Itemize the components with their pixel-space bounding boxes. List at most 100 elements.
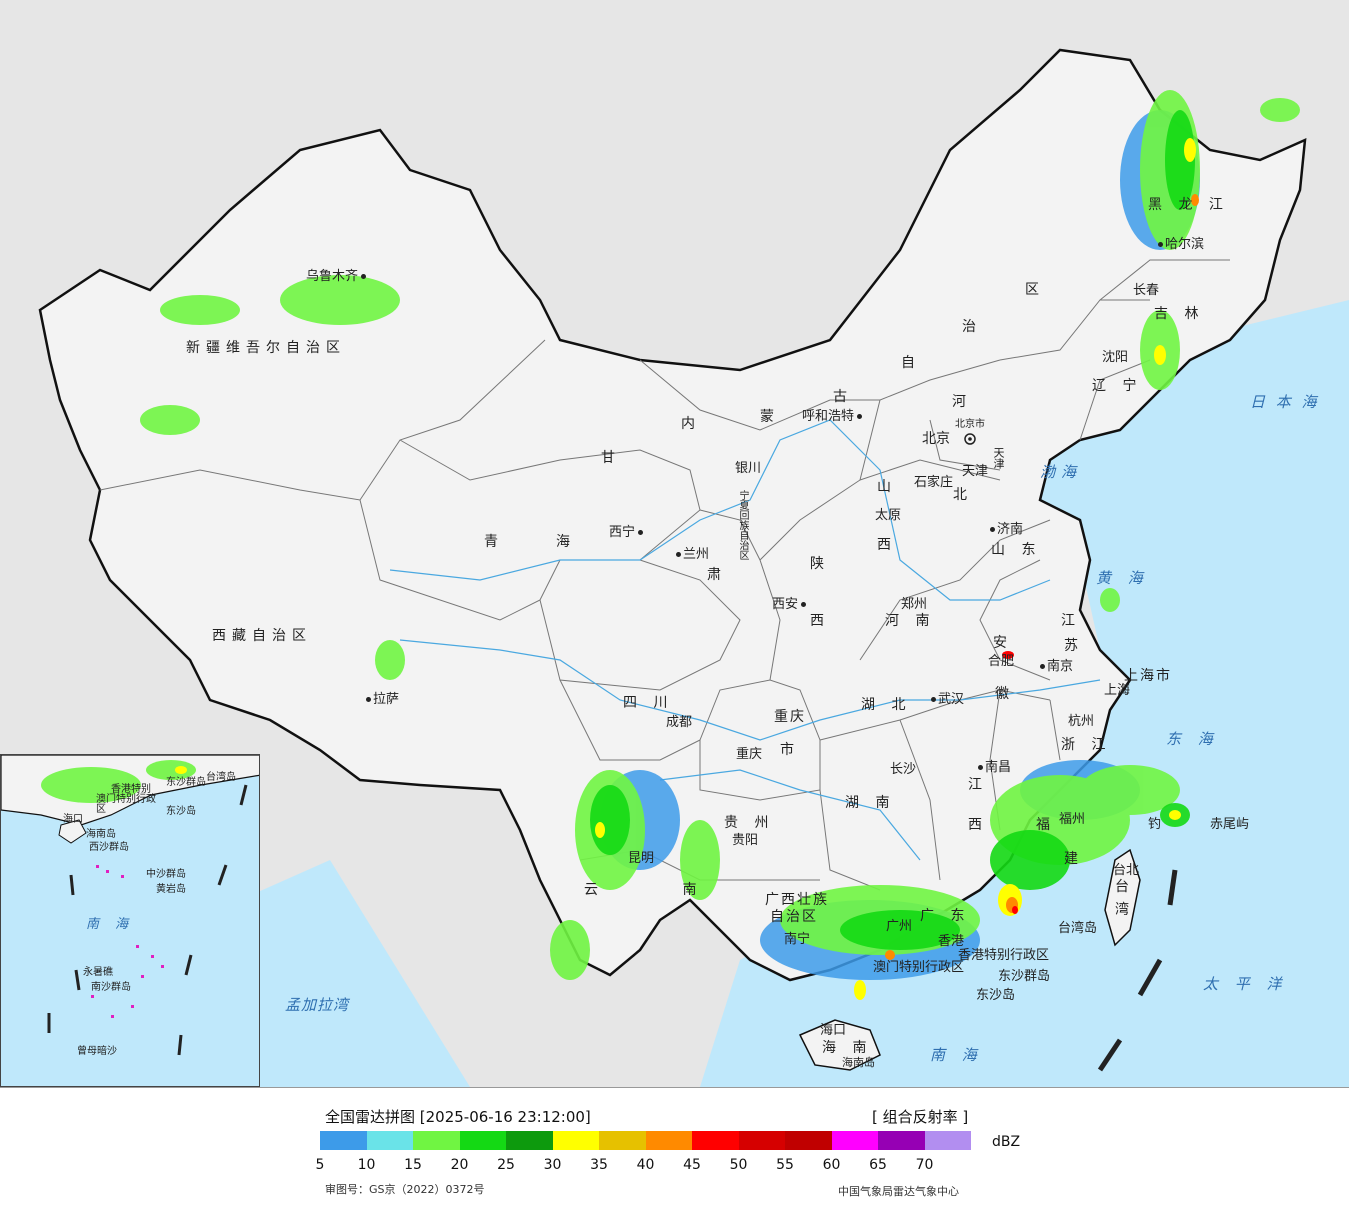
inset-label-nansha: 南沙群岛: [91, 982, 131, 993]
province-label-neimenggu-5: 治: [962, 319, 982, 335]
sea-label-taipingyang: 太 平 洋: [1203, 975, 1288, 993]
island-label-chiweiyu: 赤尾屿: [1210, 817, 1250, 832]
city-name: 南宁: [784, 932, 811, 947]
province-label-neimenggu-1: 内: [681, 416, 701, 432]
city-name: 兰州: [683, 547, 710, 562]
color-bar-segment: [552, 1131, 599, 1150]
map-svg: [38, 48, 1349, 1087]
color-bar-segment: [831, 1131, 878, 1150]
city-dot: [1040, 664, 1045, 669]
city-label-shanghai: 上海: [1104, 684, 1130, 697]
sea-label-nanhai: 南 海: [930, 1046, 983, 1064]
province-label-heilongjiang: 黑 龙 江: [1148, 197, 1229, 213]
island-label-dongshaqundao: 东沙群岛: [998, 969, 1051, 984]
city-label-shijiazhuang: 石家庄: [914, 476, 953, 489]
sea-label-donghai: 东 海: [1166, 730, 1219, 748]
city-label-harbin: 哈尔滨: [1158, 238, 1204, 251]
city-dot: [978, 765, 983, 770]
capital-marker: [964, 433, 976, 445]
sea-area: [700, 300, 1349, 1087]
province-label-hebei-1: 河: [952, 394, 972, 410]
province-label-hebei-2: 北: [953, 487, 973, 503]
city-name: 重庆: [736, 747, 763, 762]
city-name: 台北: [1113, 863, 1140, 878]
color-bar-segment: [785, 1131, 832, 1150]
review-number: 审图号：GS京（2022）0372号: [325, 1183, 485, 1196]
south-china-sea-inset: 东沙群岛 香港特别 澳门特别行政区 台湾岛 东沙岛 海口 海南岛 西沙群岛 中沙…: [0, 754, 260, 1087]
province-label-guizhou: 贵 州: [724, 815, 775, 831]
city-name: 海口: [820, 1023, 847, 1038]
city-label-hongkong: 香港: [938, 935, 964, 948]
legend-tick-label: 20: [450, 1157, 469, 1173]
province-label-sichuan: 四 川: [623, 695, 674, 711]
legend-tick-label: 10: [357, 1157, 376, 1173]
province-label-xinjiang: 新疆维吾尔自治区: [186, 340, 346, 356]
inset-label-zengmu: 曾母暗沙: [77, 1046, 117, 1057]
color-bar: [320, 1131, 971, 1150]
province-label-jiangxi-2: 西: [968, 817, 988, 833]
city-name: 济南: [997, 522, 1024, 537]
province-label-taiwan-2: 湾: [1115, 902, 1135, 918]
province-label-hainan: 海 南: [822, 1040, 873, 1056]
city-label-taiyuan: 太原: [875, 509, 901, 522]
city-name: 哈尔滨: [1165, 237, 1205, 252]
province-label-jiangsu-1: 江: [1061, 613, 1081, 629]
legend-ticks: 5 10 15 20 25 30 35 40 45 50 55 60 65 70: [0, 1157, 1349, 1175]
province-label-shaanxi-1: 陕: [810, 556, 830, 572]
city-name: 香港: [938, 934, 965, 949]
city-label-nanchang: 南昌: [978, 761, 1011, 774]
legend-tick-label: 5: [315, 1157, 325, 1173]
legend-tick-label: 55: [776, 1157, 794, 1173]
taiwan-island: [1104, 848, 1141, 947]
province-label-shandong: 山 东: [991, 542, 1042, 558]
province-label-beijing: 北京市: [955, 419, 985, 430]
city-label-tianjin: 天津: [962, 465, 988, 478]
legend-panel: 全国雷达拼图 [2025-06-16 23:12:00] [ 组合反射率 ] d…: [0, 1087, 1349, 1209]
bay-of-bengal: [240, 860, 470, 1087]
radar-map[interactable]: 新疆维吾尔自治区 西藏自治区 青 海 甘 内 蒙 古 自 治 区 黑 龙 江 吉…: [0, 0, 1349, 1087]
inset-label-huangyan: 黄岩岛: [156, 884, 186, 895]
sea-label-mengjialawan: 孟加拉湾: [285, 996, 350, 1014]
province-label-tianjin: 天津: [992, 447, 1005, 469]
sea-label-ribenhai: 日 本 海: [1250, 393, 1320, 411]
province-label-xizang: 西藏自治区: [212, 628, 312, 644]
legend-tick-label: 70: [915, 1157, 934, 1173]
province-label-gansu: 甘: [601, 450, 621, 466]
sea-label-bohai: 渤海: [1040, 463, 1083, 481]
city-name: 石家庄: [914, 475, 954, 490]
city-label-zhengzhou: 郑州: [901, 598, 927, 611]
sea-label-huanghai: 黄 海: [1096, 569, 1149, 587]
city-name: 上海: [1104, 683, 1131, 698]
city-label-urumqi: 乌鲁木齐: [306, 270, 368, 283]
city-name: 武汉: [938, 692, 965, 707]
city-name: 广州: [886, 919, 913, 934]
city-label-xian: 西安: [772, 598, 808, 611]
city-label-guangzhou: 广州: [886, 920, 912, 933]
city-name: 郑州: [901, 597, 928, 612]
city-label-beijing: 北京: [922, 432, 950, 446]
city-name: 天津: [962, 464, 989, 479]
inset-label-zhongsha: 中沙群岛: [146, 869, 186, 880]
inset-label-hainan: 海南岛: [86, 829, 116, 840]
rivers: [389, 419, 1101, 861]
legend-tick-label: 15: [404, 1157, 422, 1173]
city-name: 沈阳: [1102, 350, 1129, 365]
city-label-changsha: 长沙: [890, 763, 916, 776]
hainan-island: [798, 1019, 881, 1071]
color-bar-segment: [506, 1131, 553, 1150]
city-name: 贵阳: [732, 833, 759, 848]
color-bar-segment: [599, 1131, 646, 1150]
city-label-changchun: 长春: [1133, 284, 1159, 297]
city-label-yinchuan: 银川: [735, 462, 761, 475]
province-label-qinghai-2: 海: [556, 534, 576, 550]
island-label-dongshadao: 东沙岛: [976, 988, 1016, 1003]
province-label-shanxi-2: 西: [877, 537, 897, 553]
color-bar-segment: [878, 1131, 925, 1150]
province-label-macau: 澳门特别行政区: [873, 960, 965, 975]
province-label-anhui-1: 安: [993, 635, 1013, 651]
city-label-lhasa: 拉萨: [366, 693, 399, 706]
boundary-dashes: [1097, 869, 1178, 1072]
legend-tick-label: 45: [683, 1157, 701, 1173]
province-label-chongqing-2: 市: [780, 742, 800, 758]
inset-label-nanhai: 南 海: [86, 917, 135, 932]
